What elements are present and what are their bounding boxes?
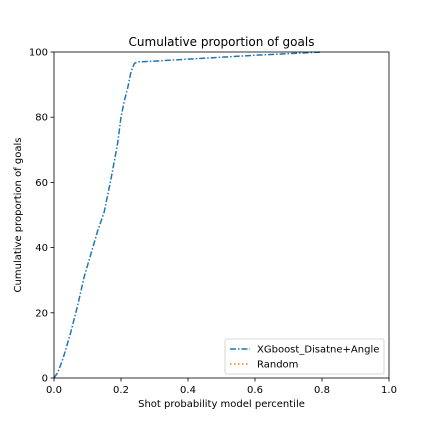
legend-label-random: Random (257, 360, 298, 371)
x-axis-label: Shot probability model percentile (138, 399, 305, 410)
x-tick-label: 0.4 (180, 385, 196, 396)
series-line-xgboost (53, 51, 323, 379)
legend-box (224, 338, 385, 375)
legend-label-xgboost: XGboost_Disatne+Angle (257, 345, 379, 356)
y-tick-label: 20 (35, 308, 48, 319)
x-tick-label: 0.2 (113, 385, 129, 396)
chart-title: Cumulative proportion of goals (129, 35, 315, 49)
x-tick-label: 0.8 (314, 385, 330, 396)
y-tick-label: 0 (42, 374, 48, 385)
legend: XGboost_Disatne+Angle Random (224, 338, 385, 375)
x-axis-ticks: 0.0 0.2 0.4 0.6 0.8 1.0 (46, 378, 397, 396)
series-group (53, 51, 323, 379)
y-tick-label: 40 (35, 243, 48, 254)
x-tick-label: 0.6 (247, 385, 263, 396)
x-tick-label: 1.0 (381, 385, 397, 396)
y-axis-ticks: 0 20 40 60 80 100 (29, 48, 54, 385)
plot-area (54, 52, 389, 378)
y-tick-label: 60 (35, 178, 48, 189)
plot-frame (53, 51, 390, 379)
y-tick-label: 80 (35, 113, 48, 124)
y-axis-label: Cumulative proportion of goals (13, 138, 24, 293)
y-tick-label: 100 (29, 48, 48, 59)
x-tick-label: 0.0 (46, 385, 62, 396)
